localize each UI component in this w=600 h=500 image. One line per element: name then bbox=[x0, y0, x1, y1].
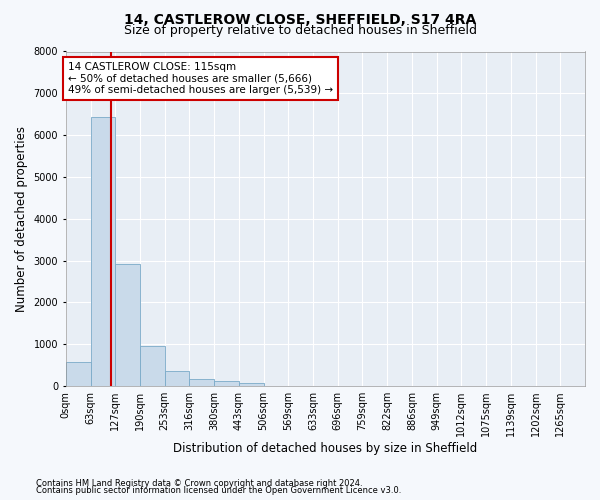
X-axis label: Distribution of detached houses by size in Sheffield: Distribution of detached houses by size … bbox=[173, 442, 478, 455]
Y-axis label: Number of detached properties: Number of detached properties bbox=[15, 126, 28, 312]
Bar bbox=[214, 382, 239, 386]
Text: Size of property relative to detached houses in Sheffield: Size of property relative to detached ho… bbox=[124, 24, 476, 37]
Text: Contains HM Land Registry data © Crown copyright and database right 2024.: Contains HM Land Registry data © Crown c… bbox=[36, 478, 362, 488]
Bar bbox=[190, 379, 214, 386]
Text: Contains public sector information licensed under the Open Government Licence v3: Contains public sector information licen… bbox=[36, 486, 401, 495]
Bar bbox=[115, 264, 140, 386]
Text: 14, CASTLEROW CLOSE, SHEFFIELD, S17 4RA: 14, CASTLEROW CLOSE, SHEFFIELD, S17 4RA bbox=[124, 12, 476, 26]
Bar bbox=[165, 371, 190, 386]
Bar bbox=[66, 362, 91, 386]
Bar bbox=[91, 117, 115, 386]
Bar bbox=[239, 382, 263, 386]
Bar bbox=[140, 346, 165, 386]
Text: 14 CASTLEROW CLOSE: 115sqm
← 50% of detached houses are smaller (5,666)
49% of s: 14 CASTLEROW CLOSE: 115sqm ← 50% of deta… bbox=[68, 62, 333, 95]
